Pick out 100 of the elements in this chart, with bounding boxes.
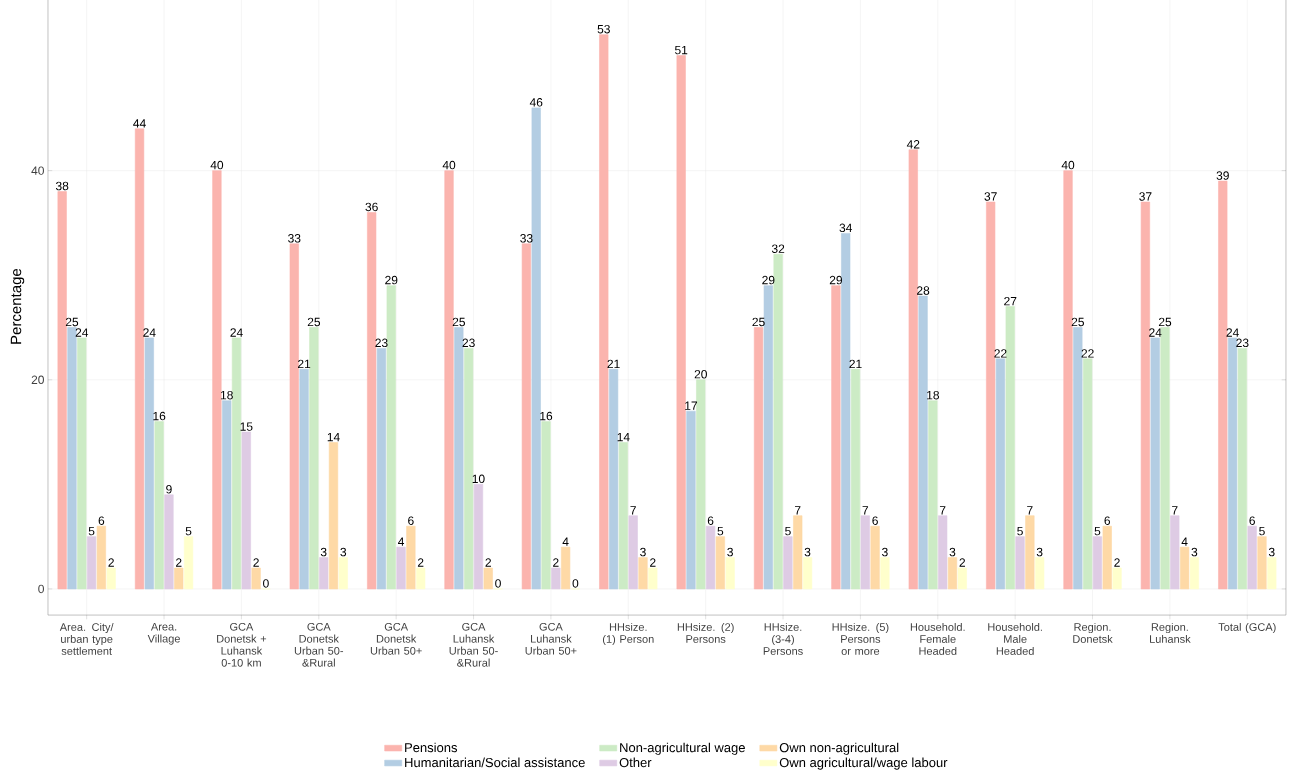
bar bbox=[1035, 557, 1045, 590]
data-label: 21 bbox=[849, 359, 862, 369]
data-label: 25 bbox=[452, 317, 465, 327]
bar bbox=[1102, 525, 1112, 590]
bar bbox=[1247, 525, 1257, 590]
data-label: 14 bbox=[617, 432, 630, 442]
bar bbox=[521, 243, 532, 590]
data-label: 6 bbox=[1249, 516, 1255, 525]
bar bbox=[802, 557, 813, 590]
bar bbox=[599, 34, 609, 590]
bar bbox=[928, 400, 938, 590]
x-tick-label: Region. Donetsk bbox=[1073, 622, 1113, 643]
bar bbox=[77, 337, 87, 590]
data-label: 5 bbox=[185, 526, 192, 536]
legend-label: Own agricultural/wage labour bbox=[779, 757, 948, 770]
bar bbox=[96, 525, 106, 590]
bar bbox=[396, 546, 406, 590]
data-label: 23 bbox=[1236, 338, 1249, 348]
data-label: 25 bbox=[65, 317, 79, 327]
bar bbox=[1063, 170, 1073, 590]
legend-label: Non-agricultural wage bbox=[620, 742, 745, 755]
bar bbox=[473, 484, 484, 590]
bar bbox=[251, 567, 261, 590]
data-label: 2 bbox=[1114, 558, 1120, 567]
bar bbox=[618, 442, 628, 590]
bar bbox=[1005, 306, 1015, 590]
data-label: 27 bbox=[1004, 296, 1017, 306]
data-label: 40 bbox=[210, 160, 224, 170]
x-tick-label: HHsize. (1) Person bbox=[602, 622, 654, 646]
data-label: 0 bbox=[495, 579, 501, 588]
data-label: 29 bbox=[829, 275, 843, 285]
bar bbox=[541, 421, 551, 590]
data-label: 2 bbox=[959, 558, 966, 567]
bar bbox=[676, 55, 686, 590]
bar bbox=[1140, 201, 1150, 590]
bar bbox=[870, 525, 880, 590]
data-label: 3 bbox=[882, 547, 888, 557]
data-label: 21 bbox=[298, 359, 311, 369]
data-label: 24 bbox=[143, 328, 156, 337]
data-label: 2 bbox=[176, 558, 182, 567]
bar bbox=[1218, 180, 1228, 590]
x-tick-label: Total (GCA) bbox=[1218, 622, 1276, 634]
data-label: 24 bbox=[75, 328, 89, 337]
data-label: 9 bbox=[166, 485, 172, 494]
data-label: 3 bbox=[1036, 547, 1043, 557]
bar bbox=[164, 494, 174, 590]
bar bbox=[957, 567, 967, 590]
bar bbox=[531, 107, 541, 590]
legend-label: Other bbox=[619, 757, 652, 768]
data-label: 16 bbox=[153, 411, 166, 421]
bar bbox=[908, 149, 918, 590]
data-label: 24 bbox=[1226, 328, 1239, 337]
data-label: 6 bbox=[1104, 516, 1111, 525]
data-label: 2 bbox=[553, 558, 559, 567]
data-label: 33 bbox=[288, 234, 301, 243]
x-tick-label: Area. Village bbox=[147, 622, 180, 645]
data-label: 14 bbox=[327, 432, 340, 442]
data-label: 28 bbox=[917, 286, 930, 295]
bar bbox=[763, 285, 773, 590]
data-label: 23 bbox=[375, 338, 388, 348]
data-label: 2 bbox=[417, 558, 424, 567]
y-tick-label: 20 bbox=[31, 375, 44, 385]
bar bbox=[1227, 337, 1238, 590]
bar bbox=[880, 557, 890, 590]
data-label: 5 bbox=[785, 526, 791, 536]
bar bbox=[174, 567, 184, 590]
bar bbox=[134, 128, 145, 590]
data-label: 34 bbox=[839, 223, 853, 233]
data-label: 3 bbox=[640, 547, 646, 557]
bar bbox=[231, 337, 242, 590]
bar bbox=[715, 536, 725, 590]
data-label: 3 bbox=[340, 547, 347, 557]
data-label: 7 bbox=[630, 506, 636, 515]
data-label: 15 bbox=[240, 422, 253, 431]
bar bbox=[1180, 546, 1190, 590]
bar bbox=[638, 557, 648, 590]
data-label: 37 bbox=[984, 192, 997, 201]
data-label: 32 bbox=[771, 244, 785, 253]
data-label: 17 bbox=[685, 401, 698, 410]
bar bbox=[1170, 515, 1180, 590]
data-label: 36 bbox=[365, 202, 378, 212]
bar bbox=[386, 285, 396, 590]
data-label: 53 bbox=[597, 24, 610, 34]
data-label: 29 bbox=[762, 275, 775, 285]
bar bbox=[1237, 348, 1247, 590]
bar bbox=[144, 337, 154, 590]
bar bbox=[648, 567, 658, 590]
bar bbox=[686, 410, 696, 590]
data-label: 4 bbox=[398, 537, 405, 546]
data-label: 39 bbox=[1216, 171, 1229, 180]
bar bbox=[1160, 327, 1170, 590]
bar bbox=[406, 525, 416, 590]
data-label: 25 bbox=[307, 317, 321, 327]
data-label: 18 bbox=[220, 390, 233, 400]
data-label: 5 bbox=[1259, 526, 1265, 536]
data-label: 7 bbox=[1172, 506, 1178, 515]
data-label: 4 bbox=[1181, 537, 1188, 546]
bar bbox=[57, 191, 67, 590]
data-label: 6 bbox=[408, 516, 414, 525]
y-tick-label: 0 bbox=[38, 584, 44, 594]
